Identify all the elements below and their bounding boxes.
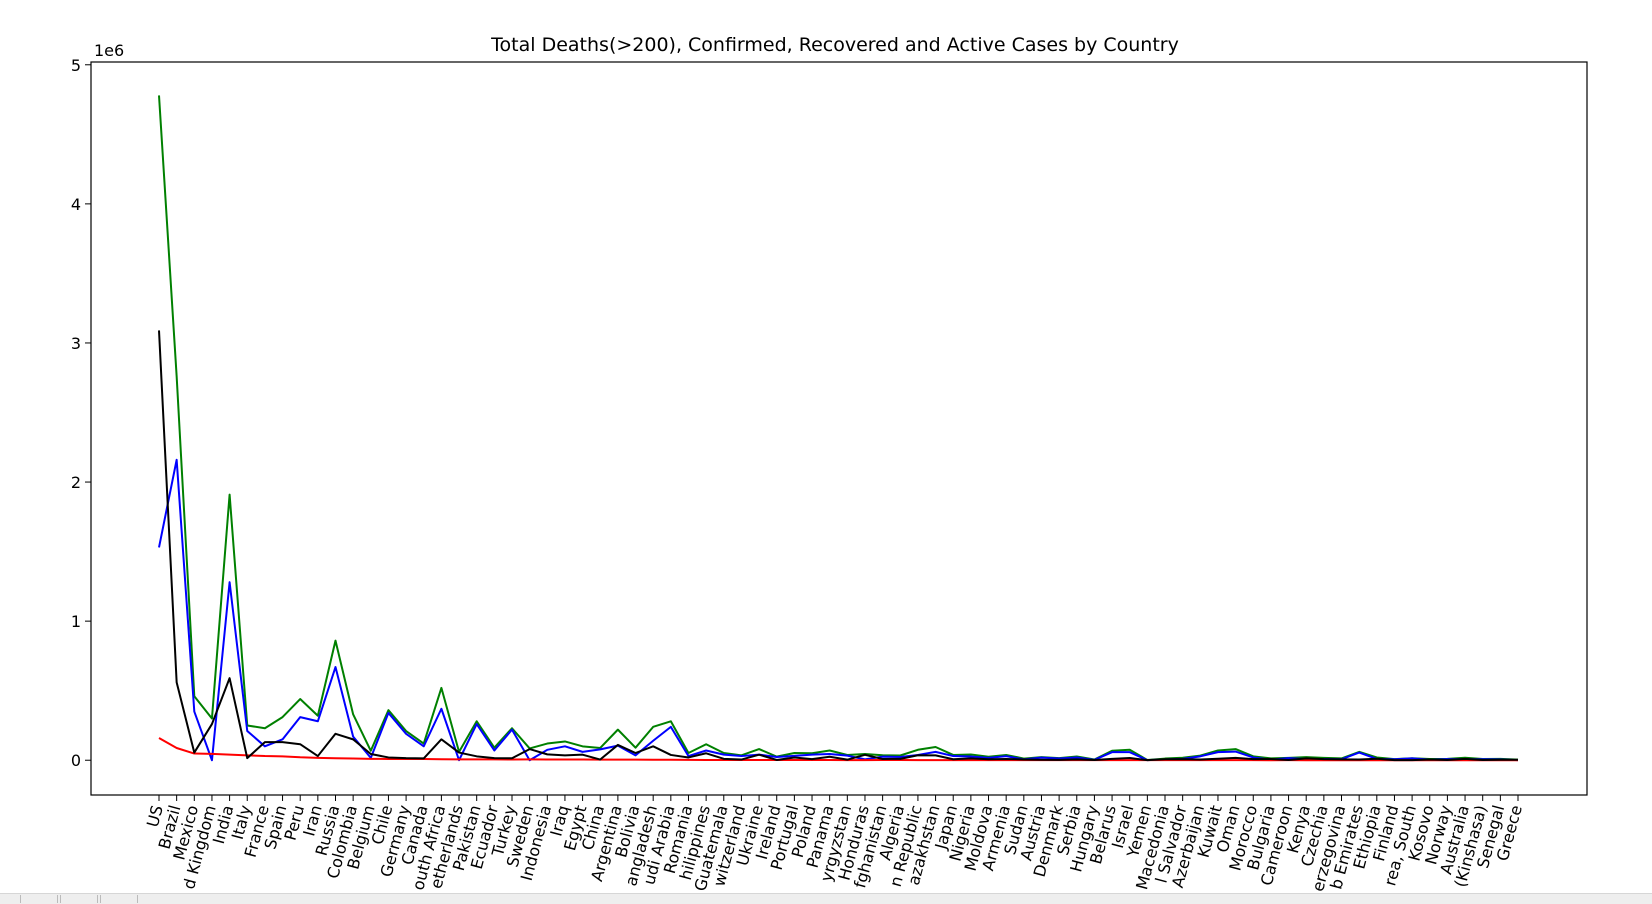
series-line-0: [158, 95, 1519, 761]
bottom-toolbar-strip: [0, 893, 1652, 904]
toolbar-tab[interactable]: [60, 895, 98, 903]
series-line-1: [158, 458, 1519, 762]
series-layer: [158, 95, 1519, 762]
y-axis: 0 1 2 3 4 5: [71, 56, 91, 770]
y-tick-label: 1: [71, 612, 81, 631]
chart-title: Total Deaths(>200), Confirmed, Recovered…: [490, 34, 1179, 56]
series-line-3: [158, 330, 1519, 762]
y-axis-offset-label: 1e6: [94, 41, 124, 60]
plot-frame: [90, 61, 1588, 796]
y-tick-label: 3: [71, 334, 81, 353]
y-tick-label: 4: [71, 195, 81, 214]
toolbar-tab[interactable]: [100, 895, 138, 903]
y-tick-label: 5: [71, 56, 81, 75]
y-tick-label: 0: [71, 751, 81, 770]
y-tick-label: 2: [71, 473, 81, 492]
toolbar-tab[interactable]: [20, 895, 58, 903]
